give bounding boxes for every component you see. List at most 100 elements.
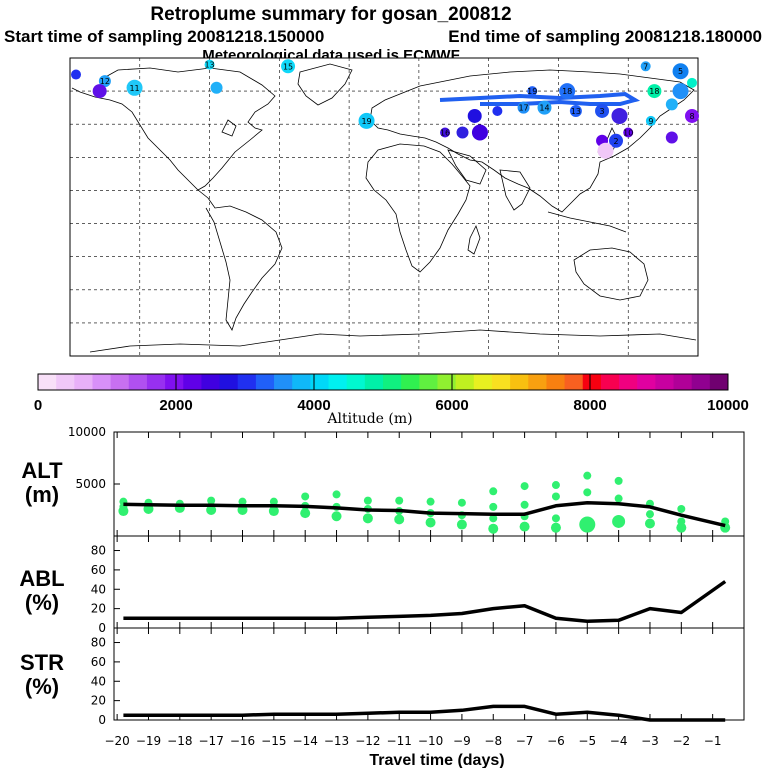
x-tick-label: −2 <box>672 734 690 748</box>
x-tick-label: −18 <box>167 734 192 748</box>
alt-scatter-point <box>489 514 498 523</box>
x-tick-label: −9 <box>453 734 471 748</box>
plume-marker-label: 16 <box>440 129 450 138</box>
colorbar-cell <box>600 374 620 390</box>
colorbar-cell <box>437 374 457 390</box>
map-frame <box>69 57 699 357</box>
alt-scatter-point <box>206 505 217 515</box>
x-tick-label: −20 <box>104 734 129 748</box>
x-tick-label: −3 <box>641 734 659 748</box>
plume-marker <box>597 142 614 159</box>
plume-marker <box>537 100 552 115</box>
panel-alt: 5000 10000 <box>68 425 745 537</box>
plume-markers: 12 11 13 15 19 16 17 14 18 19 13 3 10 2 9 18 5 7 8 <box>71 59 699 159</box>
plume-marker-label: 17 <box>518 104 528 113</box>
colorbar-cell <box>709 374 729 390</box>
plume-marker <box>665 98 678 111</box>
alt-mean-line <box>123 500 726 528</box>
alt-scatter-point <box>489 487 498 496</box>
y-tick-label: 20 <box>91 602 106 616</box>
y-tick-label: 20 <box>91 694 106 708</box>
plume-marker <box>467 108 482 123</box>
alt-scatter-point <box>425 517 436 528</box>
alt-scatter-point <box>301 492 310 501</box>
colorbar-cell <box>56 374 75 390</box>
colorbar-cell <box>255 374 275 390</box>
colorbar-cell <box>165 374 184 390</box>
x-tick-label: −5 <box>578 734 596 748</box>
colorbar-cell <box>455 374 475 390</box>
colorbar-cell <box>383 374 402 390</box>
alt-scatter-point <box>644 518 655 529</box>
alt-scatter-point <box>488 523 499 534</box>
alt-scatter-point <box>363 496 372 505</box>
plume-marker-label: 2 <box>613 137 618 146</box>
colorbar-cell <box>128 374 148 390</box>
start-time: Start time of sampling 20081218.150000 <box>4 27 324 46</box>
y-tick-label: 80 <box>91 544 106 558</box>
plume-marker-label: 10 <box>623 129 633 138</box>
plume-marker <box>204 59 215 70</box>
abl-panel-label-name: ABL <box>19 566 64 591</box>
colorbar-cell <box>237 374 257 390</box>
colorbar-cell <box>38 374 57 390</box>
colorbar-cells <box>38 374 729 390</box>
alt-scatter-point <box>614 494 623 503</box>
colorbar-cell <box>528 374 547 390</box>
alt-scatter-point <box>300 508 311 519</box>
alt-scatter-point <box>489 502 498 511</box>
alt-scatter-point <box>550 522 561 533</box>
x-tick-label: −13 <box>324 734 349 748</box>
plume-marker-label: 3 <box>600 107 605 116</box>
colorbar-cell <box>74 374 93 390</box>
alt-panel-label-name: ALT <box>21 458 63 483</box>
colorbar-cell <box>401 374 420 390</box>
colorbar-ticks: 0 2000 4000 6000 8000 10000 <box>34 374 749 414</box>
panel-abl: 0 20 40 60 80 <box>91 535 745 635</box>
alt-scatter-point <box>579 516 596 533</box>
plume-marker <box>358 112 375 129</box>
alt-scatter-point <box>456 519 467 530</box>
y-tick-label: 40 <box>91 582 106 596</box>
alt-scatter-point <box>332 490 341 499</box>
y-tick-label: 80 <box>91 636 106 650</box>
colorbar-cell <box>619 374 638 390</box>
colorbar-cell <box>183 374 202 390</box>
plume-marker <box>609 133 624 148</box>
plume-marker <box>685 108 699 123</box>
plume-marker-label: 13 <box>204 61 214 70</box>
x-tick-label: −7 <box>516 734 534 748</box>
colorbar-label: Altitude (m) <box>326 411 412 427</box>
alt-scatter-point <box>520 482 529 491</box>
x-tick-label: −6 <box>547 734 565 748</box>
colorbar-cell <box>691 374 711 390</box>
alt-scatter-point <box>612 514 626 528</box>
alt-scatter-point <box>520 500 529 509</box>
plume-marker <box>471 124 488 141</box>
plume-marker-label: 19 <box>361 117 371 126</box>
colorbar-cell <box>637 374 656 390</box>
y-tick-label: 60 <box>91 655 106 669</box>
colorbar-tick-label: 0 <box>34 397 42 414</box>
colorbar-cell <box>510 374 529 390</box>
colorbar-frame <box>37 373 729 391</box>
alt-scatter-point <box>519 521 530 532</box>
plume-marker-label: 19 <box>527 87 537 96</box>
plume-marker <box>611 107 628 124</box>
alt-scatter-point <box>645 510 654 519</box>
y-tick-label: 0 <box>98 713 106 727</box>
plume-marker-label: 9 <box>648 117 653 126</box>
colorbar-cell <box>292 374 311 390</box>
alt-panel-label-unit: (m) <box>25 482 59 507</box>
str-mean-line <box>123 704 726 722</box>
map-panel: 12 11 13 15 19 16 17 14 18 19 13 3 10 2 9 18 5 7 8 <box>69 57 699 357</box>
y-tick-label: 10000 <box>68 425 106 439</box>
alt-scatter-point <box>118 506 129 517</box>
x-tick-label: −1 <box>704 734 722 748</box>
alt-scatter-point <box>551 481 560 490</box>
plume-marker <box>559 83 576 100</box>
plume-marker-label: 18 <box>649 87 659 96</box>
plume-marker <box>623 127 634 138</box>
y-tick-label: 40 <box>91 674 106 688</box>
